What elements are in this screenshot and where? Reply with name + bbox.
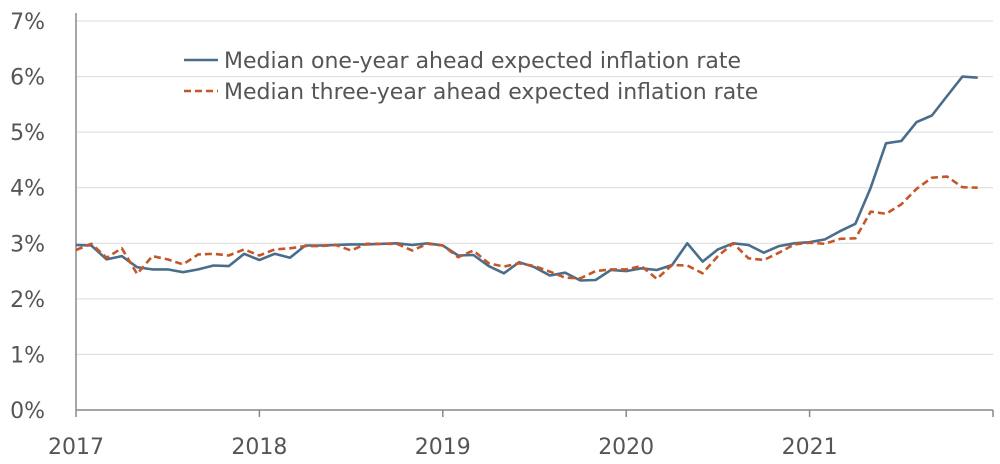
y-tick-label: 7% — [10, 10, 45, 35]
three-year-expectation-line — [76, 177, 978, 279]
legend-label-1: Median one-year ahead expected inflation… — [224, 49, 741, 74]
y-tick-label: 4% — [10, 177, 45, 202]
y-tick-label: 2% — [10, 288, 45, 313]
y-tick-label: 1% — [10, 343, 45, 368]
y-tick-label: 5% — [10, 121, 45, 146]
y-tick-label: 0% — [10, 399, 45, 424]
axes: 0% 1% 2% 3% 4% 5% 6% 7% 2017 2018 2019 2020 2021 — [10, 10, 993, 460]
x-tick-label: 2020 — [598, 435, 654, 460]
x-tick-label: 2021 — [782, 435, 838, 460]
inflation-expectations-chart: 0% 1% 2% 3% 4% 5% 6% 7% 2017 2018 2019 2020 2021 Med… — [0, 0, 1000, 464]
y-tick-label: 6% — [10, 66, 45, 91]
series-lines — [76, 77, 978, 281]
x-tick-label: 2018 — [231, 435, 287, 460]
x-tick-label: 2017 — [48, 435, 104, 460]
y-tick-label: 3% — [10, 232, 45, 257]
x-tick-label: 2019 — [415, 435, 471, 460]
legend-label-2: Median three-year ahead expected inflati… — [224, 80, 758, 105]
one-year-expectation-line — [76, 77, 978, 281]
